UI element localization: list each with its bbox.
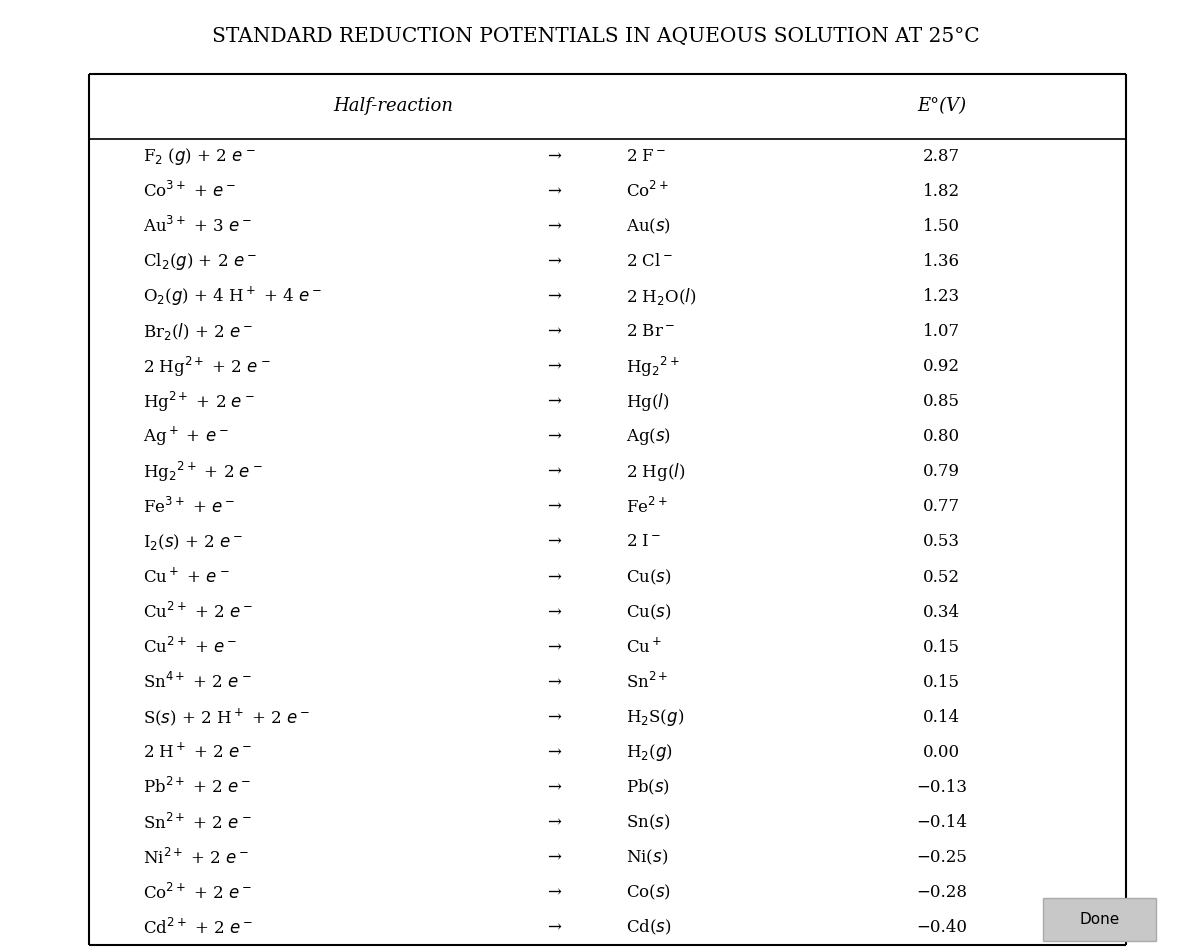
Text: →: → — [547, 568, 561, 585]
Text: Ni$^{2+}$ + 2 $e^-$: Ni$^{2+}$ + 2 $e^-$ — [143, 847, 249, 867]
Text: Fe$^{3+}$ + $e^-$: Fe$^{3+}$ + $e^-$ — [143, 497, 235, 517]
Text: Cu$^+$ + $e^-$: Cu$^+$ + $e^-$ — [143, 567, 230, 587]
Text: Cd$^{2+}$ + 2 $e^-$: Cd$^{2+}$ + 2 $e^-$ — [143, 918, 253, 938]
Text: 2 Hg$^{2+}$ + 2 $e^-$: 2 Hg$^{2+}$ + 2 $e^-$ — [143, 354, 271, 379]
Text: →: → — [547, 744, 561, 761]
Text: −0.40: −0.40 — [917, 920, 967, 936]
Text: Cu($s$): Cu($s$) — [626, 567, 671, 587]
Text: Cu$^{2+}$ + $e^-$: Cu$^{2+}$ + $e^-$ — [143, 637, 237, 657]
Text: 2 Hg($l$): 2 Hg($l$) — [626, 461, 685, 483]
Text: →: → — [547, 218, 561, 235]
Text: Cl$_2$($g$) + 2 $e^-$: Cl$_2$($g$) + 2 $e^-$ — [143, 251, 256, 272]
Text: →: → — [547, 884, 561, 902]
Text: Pb($s$): Pb($s$) — [626, 778, 670, 797]
Text: Done: Done — [1080, 912, 1119, 926]
Text: −0.14: −0.14 — [917, 814, 967, 831]
Text: Sn($s$): Sn($s$) — [626, 813, 670, 832]
Text: →: → — [547, 253, 561, 270]
Text: →: → — [547, 849, 561, 866]
Text: 0.52: 0.52 — [923, 568, 961, 585]
Text: →: → — [547, 148, 561, 164]
Text: →: → — [547, 779, 561, 796]
Text: Co$^{2+}$: Co$^{2+}$ — [626, 181, 669, 201]
Text: Co$^{2+}$ + 2 $e^-$: Co$^{2+}$ + 2 $e^-$ — [143, 883, 253, 902]
Text: 1.07: 1.07 — [923, 323, 961, 340]
Text: STANDARD REDUCTION POTENTIALS IN AQUEOUS SOLUTION AT 25°C: STANDARD REDUCTION POTENTIALS IN AQUEOUS… — [212, 27, 980, 46]
Text: 2 H$_2$O($l$): 2 H$_2$O($l$) — [626, 286, 696, 307]
FancyBboxPatch shape — [1043, 898, 1156, 940]
Text: 2.87: 2.87 — [923, 148, 961, 164]
Text: −0.28: −0.28 — [917, 884, 967, 902]
Text: 2 Cl$^-$: 2 Cl$^-$ — [626, 253, 672, 270]
Text: Ni($s$): Ni($s$) — [626, 848, 668, 867]
Text: Co($s$): Co($s$) — [626, 883, 671, 902]
Text: →: → — [547, 638, 561, 656]
Text: →: → — [547, 814, 561, 831]
Text: Pb$^{2+}$ + 2 $e^-$: Pb$^{2+}$ + 2 $e^-$ — [143, 777, 252, 797]
Text: 0.15: 0.15 — [923, 638, 961, 656]
Text: Cd($s$): Cd($s$) — [626, 918, 671, 938]
Text: Cu($s$): Cu($s$) — [626, 602, 671, 621]
Text: I$_2$($s$) + 2 $e^-$: I$_2$($s$) + 2 $e^-$ — [143, 532, 243, 552]
Text: 2 I$^-$: 2 I$^-$ — [626, 534, 662, 550]
Text: 0.92: 0.92 — [923, 358, 961, 375]
Text: 0.85: 0.85 — [923, 393, 961, 410]
Text: →: → — [547, 603, 561, 620]
Text: Au$^{3+}$ + 3 $e^-$: Au$^{3+}$ + 3 $e^-$ — [143, 217, 253, 237]
Text: 2 H$^+$ + 2 $e^-$: 2 H$^+$ + 2 $e^-$ — [143, 743, 253, 762]
Text: 1.50: 1.50 — [923, 218, 961, 235]
Text: 0.80: 0.80 — [923, 428, 961, 446]
Text: →: → — [547, 288, 561, 305]
Text: Fe$^{2+}$: Fe$^{2+}$ — [626, 497, 668, 517]
Text: Hg($l$): Hg($l$) — [626, 390, 669, 412]
Text: H$_2$S($g$): H$_2$S($g$) — [626, 707, 684, 728]
Text: →: → — [547, 393, 561, 410]
Text: →: → — [547, 323, 561, 340]
Text: Cu$^+$: Cu$^+$ — [626, 637, 663, 656]
Text: Hg$^{2+}$ + 2 $e^-$: Hg$^{2+}$ + 2 $e^-$ — [143, 390, 255, 414]
Text: 0.77: 0.77 — [923, 499, 961, 516]
Text: Sn$^{2+}$ + 2 $e^-$: Sn$^{2+}$ + 2 $e^-$ — [143, 812, 252, 832]
Text: Co$^{3+}$ + $e^-$: Co$^{3+}$ + $e^-$ — [143, 181, 236, 201]
Text: Cu$^{2+}$ + 2 $e^-$: Cu$^{2+}$ + 2 $e^-$ — [143, 602, 253, 622]
Text: 0.53: 0.53 — [923, 534, 961, 550]
Text: 2 F$^-$: 2 F$^-$ — [626, 148, 666, 164]
Text: Half-reaction: Half-reaction — [334, 98, 453, 115]
Text: F$_2$ ($g$) + 2 $e^-$: F$_2$ ($g$) + 2 $e^-$ — [143, 145, 255, 167]
Text: Au($s$): Au($s$) — [626, 217, 671, 236]
Text: →: → — [547, 674, 561, 691]
Text: Ag$^+$ + $e^-$: Ag$^+$ + $e^-$ — [143, 425, 229, 448]
Text: 1.82: 1.82 — [923, 182, 961, 200]
Text: Sn$^{2+}$: Sn$^{2+}$ — [626, 673, 669, 693]
Text: →: → — [547, 534, 561, 550]
Text: −0.25: −0.25 — [917, 849, 967, 866]
Text: Hg$_2$$^{2+}$ + 2 $e^-$: Hg$_2$$^{2+}$ + 2 $e^-$ — [143, 460, 262, 484]
Text: Sn$^{4+}$ + 2 $e^-$: Sn$^{4+}$ + 2 $e^-$ — [143, 673, 252, 693]
Text: −0.13: −0.13 — [917, 779, 967, 796]
Text: H$_2$($g$): H$_2$($g$) — [626, 742, 672, 763]
Text: Hg$_2$$^{2+}$: Hg$_2$$^{2+}$ — [626, 354, 679, 379]
Text: Ag($s$): Ag($s$) — [626, 427, 671, 447]
Text: 1.23: 1.23 — [923, 288, 961, 305]
Text: E°(V): E°(V) — [917, 98, 967, 115]
Text: 0.00: 0.00 — [923, 744, 961, 761]
Text: 2 Br$^-$: 2 Br$^-$ — [626, 323, 675, 340]
Text: 0.14: 0.14 — [923, 709, 961, 726]
Text: →: → — [547, 709, 561, 726]
Text: 0.15: 0.15 — [923, 674, 961, 691]
Text: 1.36: 1.36 — [923, 253, 961, 270]
Text: 0.34: 0.34 — [923, 603, 961, 620]
Text: →: → — [547, 499, 561, 516]
Text: →: → — [547, 920, 561, 936]
Text: O$_2$($g$) + 4 H$^+$ + 4 $e^-$: O$_2$($g$) + 4 H$^+$ + 4 $e^-$ — [143, 285, 322, 308]
Text: S($s$) + 2 H$^+$ + 2 $e^-$: S($s$) + 2 H$^+$ + 2 $e^-$ — [143, 707, 310, 728]
Text: 0.79: 0.79 — [923, 464, 961, 481]
Text: →: → — [547, 358, 561, 375]
Text: →: → — [547, 428, 561, 446]
Text: →: → — [547, 464, 561, 481]
Text: →: → — [547, 182, 561, 200]
Text: Br$_2$($l$) + 2 $e^-$: Br$_2$($l$) + 2 $e^-$ — [143, 321, 253, 342]
